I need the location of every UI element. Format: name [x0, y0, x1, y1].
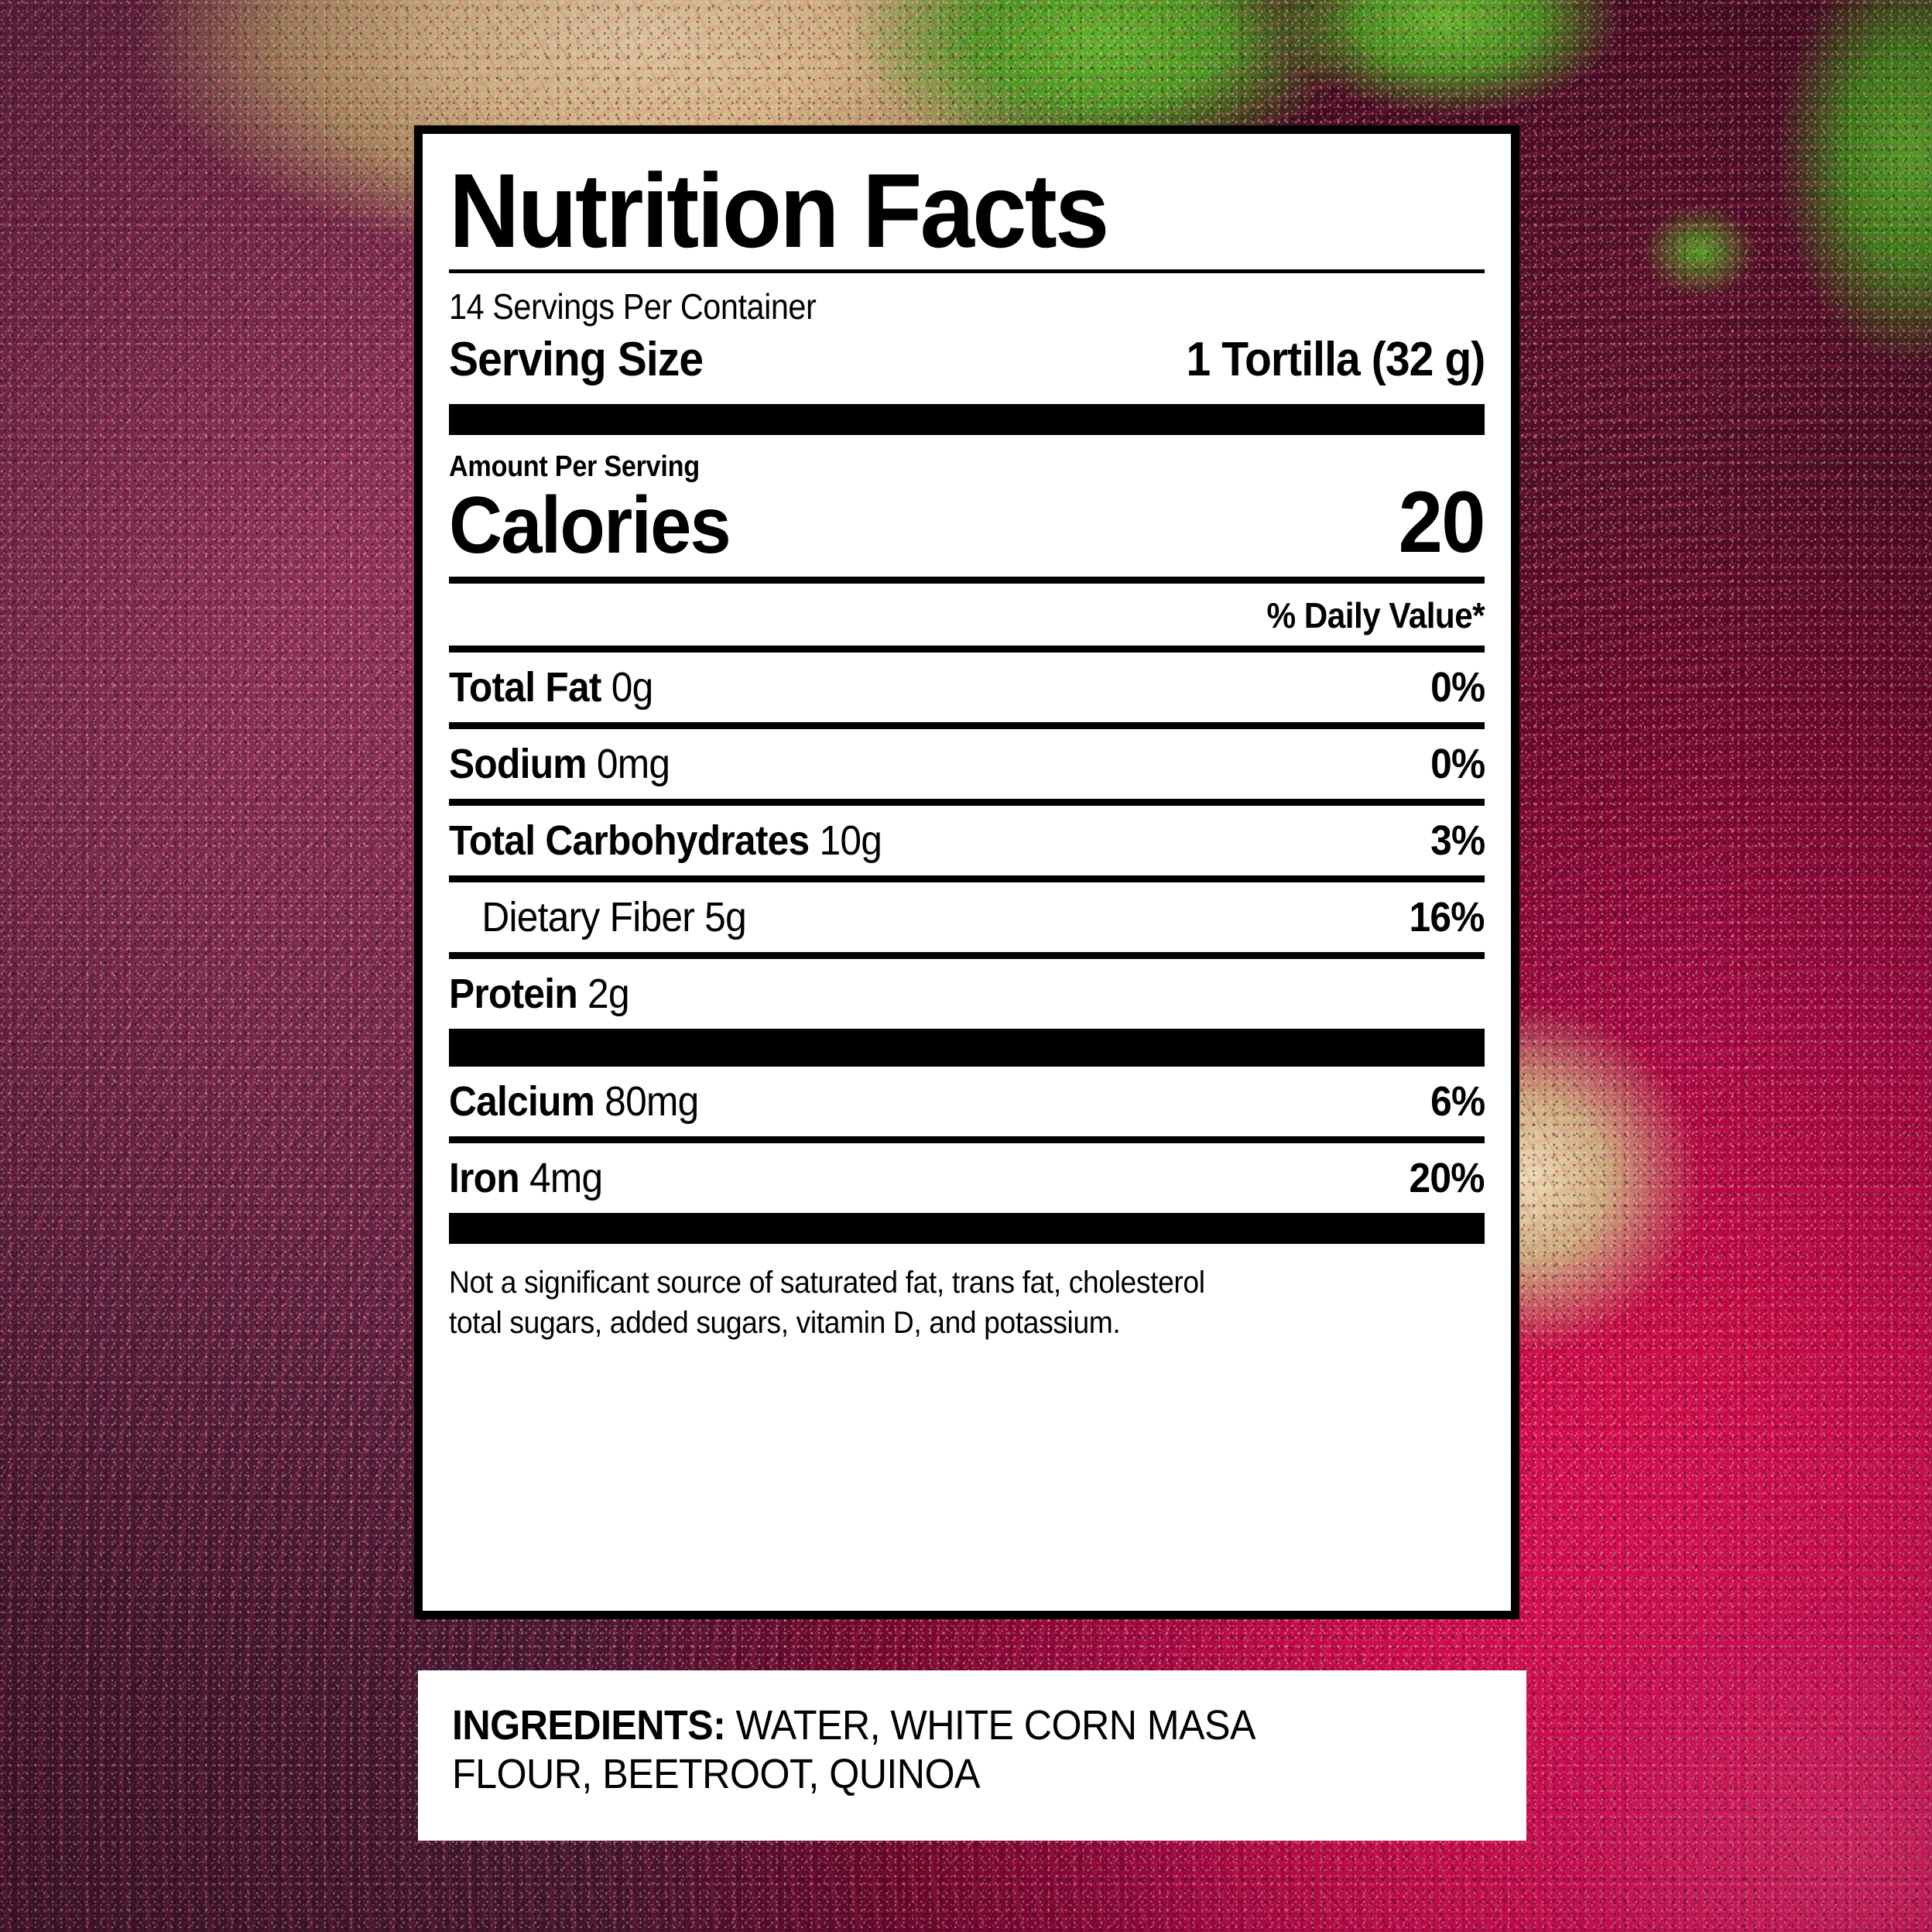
nutrient-name: Protein 2g: [449, 970, 630, 1017]
rule-thick-after-serving: [449, 403, 1485, 435]
nutrient-row: Total Fat 0g 0%: [449, 653, 1485, 722]
serving-size-row: Serving Size 1 Tortilla (32 g): [449, 332, 1485, 387]
nutrient-daily-value: 16%: [1409, 893, 1485, 940]
ingredients-heading: INGREDIENTS:: [452, 1702, 726, 1749]
nutrient-name: Total Fat 0g: [449, 663, 653, 711]
nutrition-facts-panel: Nutrition Facts 14 Servings Per Containe…: [414, 125, 1519, 1619]
rule-after-calories: [449, 576, 1485, 584]
nutrient-name: Iron 4mg: [449, 1154, 603, 1201]
calories-label: Calories: [449, 480, 731, 570]
nutrient-daily-value: 0%: [1430, 740, 1485, 787]
rule-between-nutrients: [449, 951, 1485, 959]
nutrient-list: Total Fat 0g 0% Sodium 0mg 0% Total Carbohyd…: [449, 653, 1485, 1213]
rule-between-nutrients: [449, 1059, 1485, 1067]
nutrition-facts-title: Nutrition Facts: [449, 152, 1109, 269]
nutrient-daily-value: 0%: [1430, 663, 1485, 711]
ingredients-line-2: FLOUR, BEETROOT, QUINOA: [452, 1750, 981, 1797]
daily-value-header-text: % Daily Value*: [1266, 594, 1485, 635]
nutrient-name: Sodium 0mg: [449, 740, 670, 787]
serving-size-label: Serving Size: [449, 332, 704, 386]
nutrient-name: Dietary Fiber 5g: [481, 893, 746, 940]
nutrient-daily-value: 6%: [1430, 1077, 1485, 1125]
nutrient-name: Total Carbohydrates 10g: [449, 817, 882, 864]
rule-between-nutrients: [449, 1136, 1485, 1143]
nutrient-row: Calcium 80mg 6%: [449, 1067, 1485, 1136]
amount-per-serving-label: Amount Per Serving: [449, 450, 700, 483]
nutrient-row: Sodium 0mg 0%: [449, 729, 1485, 799]
calories-row: Calories 20: [449, 473, 1486, 570]
serving-size-value: 1 Tortilla (32 g): [1186, 332, 1485, 386]
daily-value-header: % Daily Value*: [449, 594, 1485, 636]
calories-value: 20: [1399, 473, 1486, 570]
footnote-line-1: Not a significant source of saturated fa…: [449, 1265, 1205, 1300]
nutrient-row: Dietary Fiber 5g 16%: [449, 882, 1485, 952]
servings-per-container: 14 Servings Per Container: [449, 286, 817, 327]
rule-before-nutrients: [449, 645, 1485, 653]
footnote: Not a significant source of saturated fa…: [449, 1262, 1485, 1343]
nutrient-row: Protein 2g: [449, 959, 1485, 1029]
nutrient-daily-value: 3%: [1430, 817, 1485, 864]
nutrient-row: Total Carbohydrates 10g 3%: [449, 806, 1485, 875]
ingredients-panel: INGREDIENTS: WATER, WHITE CORN MASA FLOU…: [418, 1670, 1526, 1841]
rule-thick-before-footnote: [449, 1212, 1485, 1244]
rule-between-nutrients: [449, 721, 1485, 729]
footnote-line-2: total sugars, added sugars, vitamin D, a…: [449, 1305, 1121, 1340]
ingredients-line-1-rest: WATER, WHITE CORN MASA: [725, 1702, 1256, 1749]
nutrient-name: Calcium 80mg: [449, 1077, 699, 1125]
rule-thick-before-minerals: [449, 1028, 1485, 1060]
rule-between-nutrients: [449, 875, 1485, 882]
nutrient-row: Iron 4mg 20%: [449, 1143, 1485, 1213]
rule-under-title: [449, 269, 1485, 273]
ingredients-line-1: INGREDIENTS: WATER, WHITE CORN MASA: [452, 1701, 1420, 1750]
nutrient-daily-value: 20%: [1409, 1154, 1485, 1201]
rule-between-nutrients: [449, 798, 1485, 806]
